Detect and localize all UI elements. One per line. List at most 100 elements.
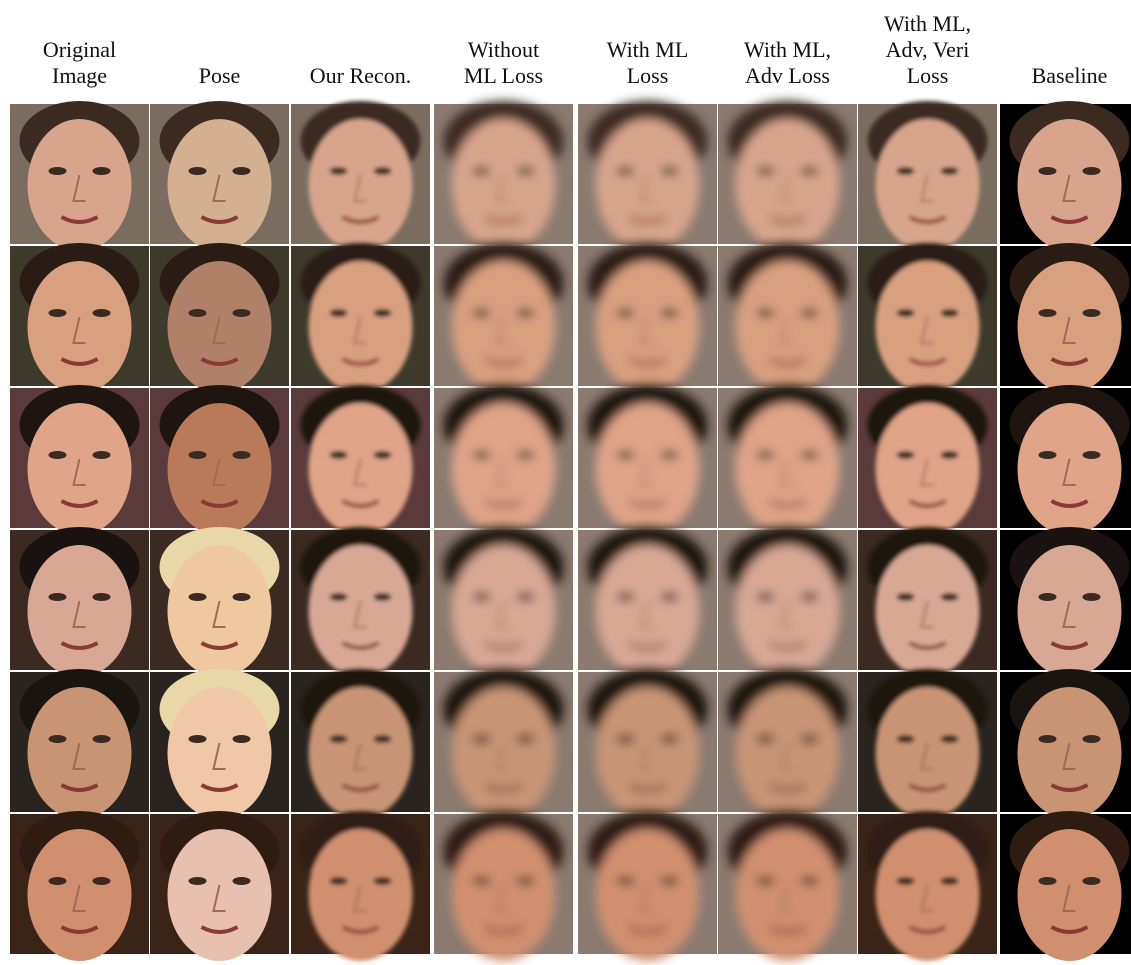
nose: [72, 458, 86, 486]
mouth: [1050, 783, 1089, 792]
face-image: [291, 385, 430, 535]
face: [443, 811, 564, 961]
face: [159, 243, 280, 393]
mouth: [1050, 925, 1089, 934]
face-image: [1000, 669, 1131, 819]
face-image: [10, 527, 149, 677]
nose: [920, 742, 934, 770]
eye: [232, 735, 251, 743]
face: [300, 385, 421, 535]
eye: [516, 167, 535, 175]
skin: [27, 687, 132, 819]
skin: [451, 403, 556, 535]
face-image: [578, 669, 717, 819]
face: [867, 243, 988, 393]
face: [443, 385, 564, 535]
face: [587, 669, 708, 819]
nose: [920, 174, 934, 202]
eye: [472, 451, 491, 459]
nose: [640, 884, 654, 912]
face-image: [858, 101, 997, 251]
eye: [92, 593, 111, 601]
eye: [48, 593, 67, 601]
face-image: [10, 243, 149, 393]
mouth: [484, 499, 523, 508]
eye: [232, 451, 251, 459]
eye: [188, 309, 207, 317]
face: [300, 527, 421, 677]
face: [1009, 385, 1130, 535]
mouth: [60, 783, 99, 792]
eye: [516, 451, 535, 459]
skin: [595, 403, 700, 535]
face: [19, 385, 140, 535]
face: [587, 243, 708, 393]
nose: [353, 600, 367, 628]
nose: [1062, 458, 1076, 486]
face: [19, 243, 140, 393]
face-image: [718, 811, 857, 961]
eye: [896, 451, 915, 459]
eye: [472, 735, 491, 743]
eye: [48, 877, 67, 885]
mouth: [60, 215, 99, 224]
face: [727, 527, 848, 677]
face-image: [1000, 101, 1131, 251]
skin: [308, 545, 413, 677]
eye: [472, 877, 491, 885]
eye: [800, 167, 819, 175]
skin: [451, 545, 556, 677]
eye: [48, 309, 67, 317]
face-image: [858, 811, 997, 961]
mouth: [628, 783, 667, 792]
face: [867, 527, 988, 677]
eye: [1082, 167, 1101, 175]
face-image: [718, 669, 857, 819]
nose: [72, 742, 86, 770]
eye: [48, 451, 67, 459]
eye: [800, 735, 819, 743]
skin: [875, 687, 980, 819]
eye: [516, 877, 535, 885]
eye: [232, 593, 251, 601]
eye: [756, 877, 775, 885]
face-image: [291, 527, 430, 677]
eye: [1082, 593, 1101, 601]
face: [727, 243, 848, 393]
column-header: Pose: [199, 63, 241, 88]
nose: [212, 884, 226, 912]
nose: [920, 600, 934, 628]
eye: [188, 877, 207, 885]
column-header: Loss: [627, 63, 669, 88]
eye: [940, 877, 959, 885]
eye: [1082, 309, 1101, 317]
mouth: [628, 215, 667, 224]
nose: [496, 316, 510, 344]
eye: [616, 167, 635, 175]
skin: [1017, 261, 1122, 393]
column-header: Adv Loss: [745, 63, 830, 88]
eye: [1038, 735, 1057, 743]
skin: [167, 403, 272, 535]
face: [1009, 669, 1130, 819]
nose: [920, 884, 934, 912]
nose: [353, 174, 367, 202]
eye: [373, 877, 392, 885]
nose: [72, 174, 86, 202]
mouth: [908, 499, 947, 508]
mouth: [768, 357, 807, 366]
nose: [496, 458, 510, 486]
eye: [896, 309, 915, 317]
face-image: [291, 101, 430, 251]
face-image: [150, 101, 289, 251]
face: [727, 101, 848, 251]
eye: [472, 593, 491, 601]
column-header: Loss: [907, 63, 949, 88]
skin: [308, 119, 413, 251]
nose: [640, 174, 654, 202]
nose: [496, 600, 510, 628]
eye: [188, 167, 207, 175]
face: [867, 101, 988, 251]
skin: [735, 403, 840, 535]
